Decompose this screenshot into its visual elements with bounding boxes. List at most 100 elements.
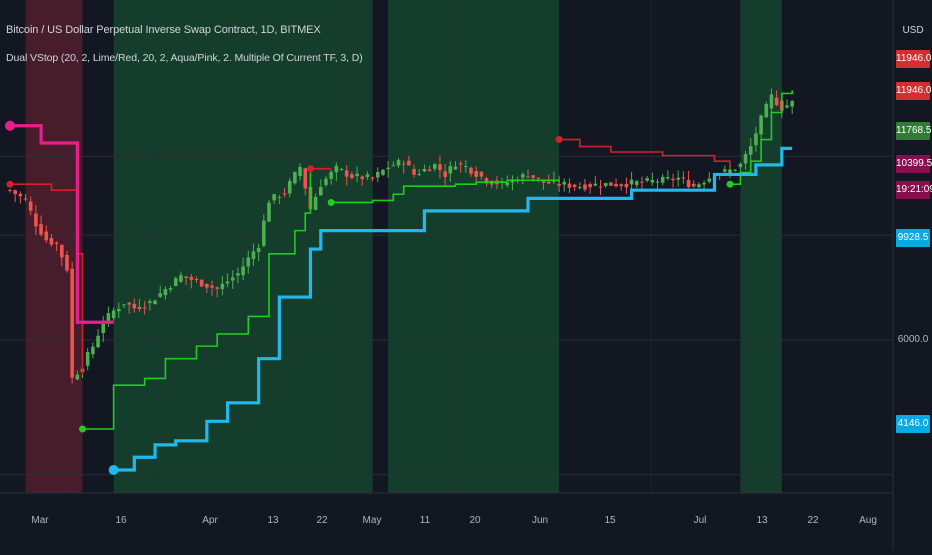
candle-body [526,176,530,178]
stop_short_tf-up-line [331,179,560,204]
price-tag: 11768.5 [896,122,931,140]
candle-body [536,177,541,179]
candle-body [427,169,432,172]
candle-body [448,166,453,174]
candle-body [562,181,567,185]
price-tag: 10399.5 [896,155,932,173]
candle-body [681,177,686,179]
candle-body [614,183,618,187]
x-tick-label: Aug [859,515,877,526]
candle-body [339,168,344,170]
x-tick-label: 15 [604,515,616,526]
candle-body [484,178,489,184]
candle-body [225,281,230,284]
candle-body [593,183,598,186]
stop_short_tf-flip-dot [79,425,87,433]
candle-body [132,303,137,309]
candle-body [609,182,613,186]
stop_short_tf-flip-dot [306,165,314,173]
candle-body [303,168,308,189]
candle-body [267,202,271,222]
candle-body [443,171,447,177]
candle-body [287,181,292,194]
candle-body [474,170,478,177]
stop_short_tf-down-line [10,183,84,376]
candle-body [298,166,302,177]
candle-body [469,167,473,174]
candle-body [173,278,178,287]
currency-label[interactable]: USD [902,25,924,36]
candle-body [23,198,28,200]
candle-body [13,190,17,195]
candle-body [101,323,106,333]
x-tick-label: 11 [420,515,431,526]
indicator-legend[interactable]: Dual VStop (20, 2, Lime/Red, 20, 2, Aqua… [6,52,363,64]
candle-body [313,197,318,210]
candle-body [91,346,95,355]
candle-body [370,177,375,179]
candle-body [334,165,339,173]
candle-body [142,307,147,309]
candle-body [640,181,644,183]
stop_short_tf-up-line [82,172,312,430]
candle-body [432,163,437,169]
candle-body [707,178,712,182]
candle-body [412,168,416,175]
candle-body [122,304,126,306]
x-tick-label: Apr [202,515,218,526]
candle-body [759,115,763,135]
candle-body [189,276,194,280]
candle-body [230,277,235,281]
x-tick-label: 13 [756,515,768,526]
stop_short_tf-up-line [730,90,793,186]
candle-body [344,170,349,177]
candle-body [8,189,12,191]
stop_long_tf-up-line [113,146,793,472]
x-tick-label: Jul [694,515,707,526]
candle-body [691,183,696,187]
candle-body [148,301,152,303]
candle-body [54,242,59,245]
x-tick-label: Jun [532,515,548,526]
price-tag: 11946.0 [896,82,931,100]
candle-body [293,172,297,184]
stop_short_tf-flip-dot [555,136,563,144]
candle-body [546,181,551,184]
candle-body [733,169,737,171]
price-tag: 6000.0 [897,334,929,345]
candle-body [629,179,634,185]
candle-body [748,146,753,155]
candle-body [215,287,219,289]
candle-body [210,285,214,288]
candle-body [39,224,43,235]
candle-body [179,275,183,282]
trend-region-up [388,0,560,493]
candle-body [438,164,442,171]
candle-body [785,105,789,108]
candle-body [479,171,484,177]
candle-body [723,169,727,172]
stop_long_tf-down-line [10,124,114,324]
candle-body [650,179,655,183]
candle-body [676,177,681,180]
candle-body [194,278,199,280]
candle-body [743,154,748,164]
candle-body [70,268,74,378]
candle-body [697,184,701,188]
chart-title: Bitcoin / US Dollar Perpetual Inverse Sw… [6,24,321,36]
trend-region-up [740,0,782,493]
candle-body [557,183,561,186]
candle-body [583,184,587,190]
candle-body [396,160,401,166]
candle-body [407,160,411,166]
candle-body [505,182,510,186]
candle-body [702,182,706,185]
candle-body [85,352,90,366]
candle-body [236,273,240,276]
candle-body [127,302,131,305]
candle-body [365,174,370,177]
candle-body [464,166,468,168]
candle-body [572,184,577,187]
